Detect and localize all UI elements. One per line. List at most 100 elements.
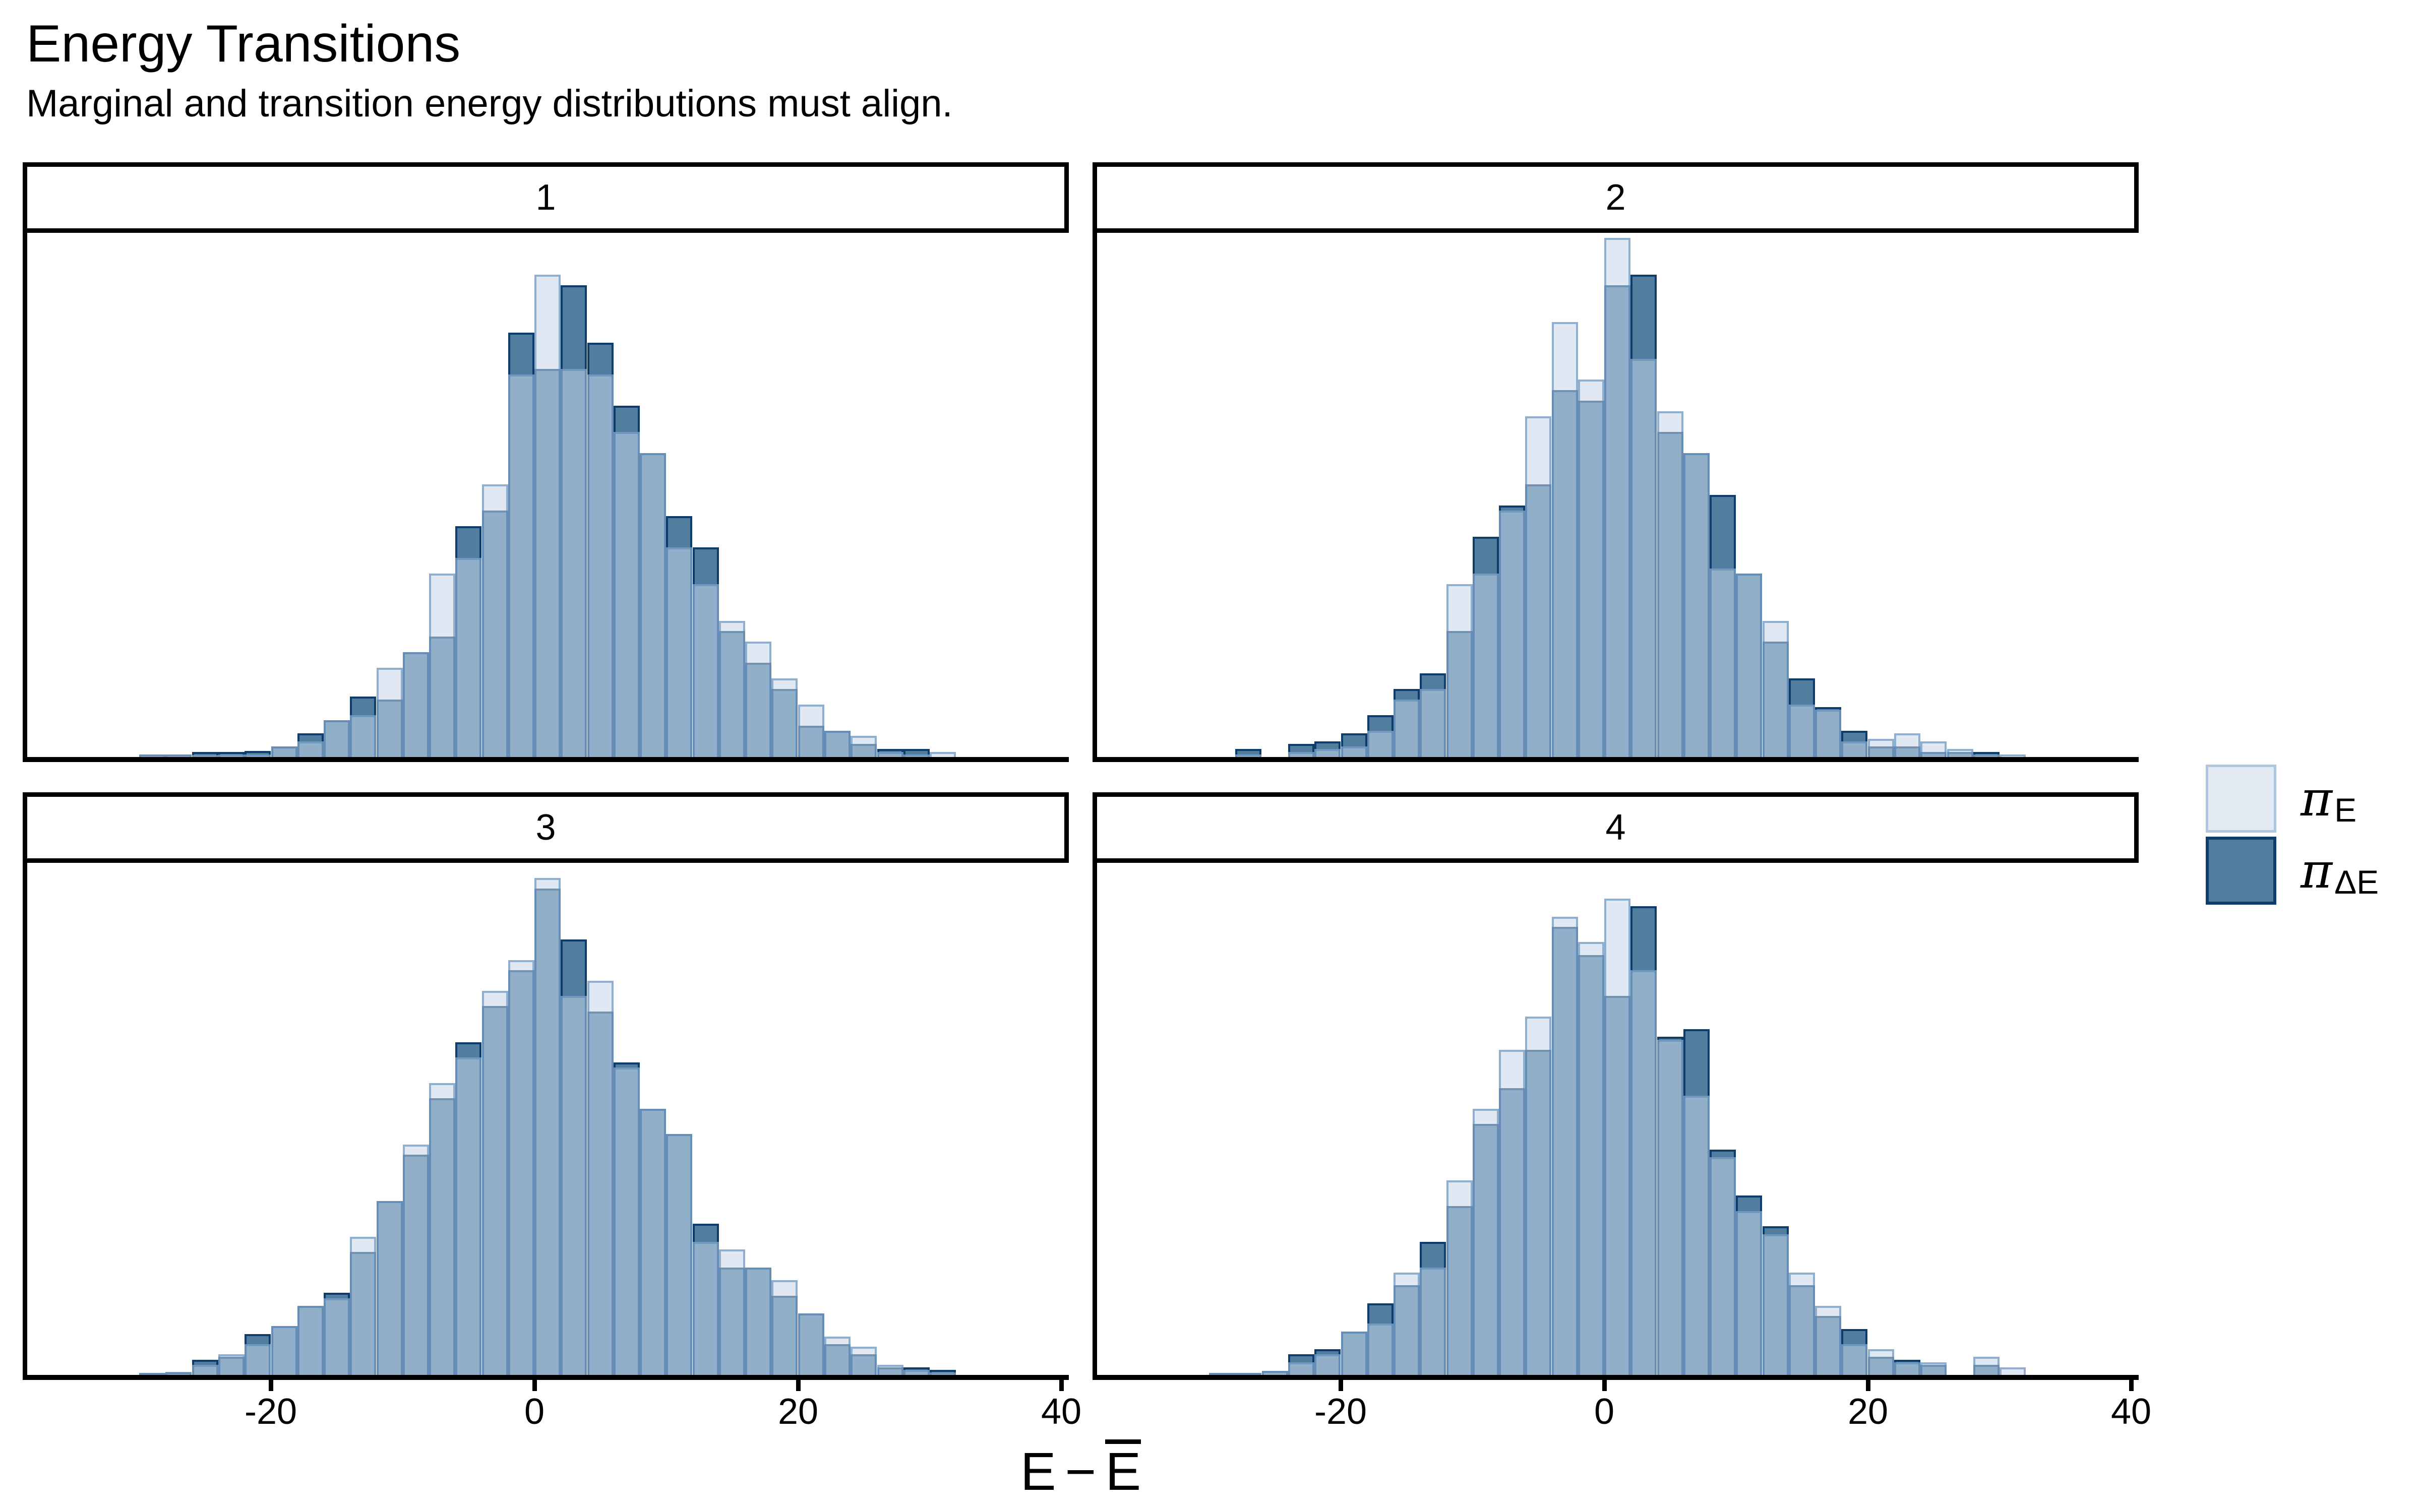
- hist-bar-pi-delta-e: [1973, 751, 2000, 757]
- hist-bar-pi-e: [1868, 738, 1894, 757]
- hist-bar-pi-e: [798, 705, 824, 757]
- hist-bar-pi-e: [165, 1371, 192, 1375]
- legend-item-pi-delta-e: π ΔE: [2206, 837, 2407, 905]
- hist-bar-pi-e: [1235, 754, 1261, 757]
- hist-bar-pi-e: [192, 755, 218, 757]
- plot-area: [27, 233, 1069, 757]
- hist-bar-pi-e: [482, 484, 508, 757]
- hist-bar-pi-e: [798, 1313, 824, 1375]
- x-tick-label: 20: [1847, 1392, 1889, 1432]
- hist-bar-pi-e: [693, 1241, 719, 1375]
- hist-bar-pi-e: [429, 574, 455, 757]
- facet-panel-3: [23, 863, 1069, 1380]
- hist-bar-pi-e: [1446, 1180, 1473, 1375]
- x-axis-title-minus: −: [1065, 1442, 1097, 1501]
- hist-bar-pi-e: [903, 754, 930, 757]
- hist-bar-pi-e: [1973, 1357, 2000, 1375]
- hist-bar-pi-e: [192, 1364, 218, 1375]
- facet-strip-label: 4: [1605, 807, 1626, 848]
- hist-bar-pi-e: [1920, 741, 1947, 757]
- hist-bar-pi-e: [297, 741, 324, 757]
- pi-glyph: π: [2301, 842, 2333, 899]
- hist-bar-pi-e: [1446, 584, 1473, 757]
- hist-bar-pi-e: [271, 746, 297, 757]
- hist-bar-pi-e: [1578, 380, 1604, 757]
- hist-bar-pi-e: [245, 754, 271, 757]
- hist-bar-pi-e: [1394, 699, 1420, 757]
- hist-bar-pi-e: [508, 374, 534, 757]
- hist-bar-pi-e: [2000, 754, 2026, 757]
- hist-bar-pi-e: [482, 991, 508, 1375]
- hist-bar-pi-e: [640, 453, 666, 757]
- hist-bar-pi-e: [218, 754, 245, 757]
- hist-bar-pi-e: [1604, 899, 1630, 1375]
- x-tick-mark: [2129, 1380, 2134, 1391]
- facet-strip-label: 3: [535, 807, 556, 848]
- facet-strip-1: 1: [23, 162, 1069, 233]
- hist-bar-pi-e: [1841, 1344, 1867, 1375]
- x-tick-label: 20: [777, 1392, 819, 1432]
- hist-bar-pi-e: [1420, 688, 1446, 757]
- hist-bar-pi-e: [377, 668, 403, 757]
- x-tick-label: -20: [1314, 1392, 1367, 1432]
- hist-bar-pi-e: [1868, 1349, 1894, 1375]
- facet-panel-2: [1093, 233, 2139, 762]
- hist-bar-pi-e: [403, 1144, 429, 1375]
- hist-bar-pi-e: [877, 751, 903, 757]
- plot-area: [27, 863, 1069, 1375]
- hist-bar-pi-e: [1394, 1272, 1420, 1375]
- hist-bar-pi-e: [719, 620, 745, 757]
- hist-bar-pi-e: [1288, 751, 1314, 757]
- hist-bar-pi-e: [534, 878, 561, 1375]
- plot-area: [1097, 233, 2139, 757]
- hist-bar-pi-e: [1683, 453, 1710, 757]
- x-tick-mark: [1866, 1380, 1870, 1391]
- hist-bar-pi-e: [1657, 411, 1683, 757]
- hist-bar-pi-e: [877, 1364, 903, 1375]
- hist-bar-pi-e: [1341, 1331, 1367, 1375]
- hist-bar-pi-e: [1473, 574, 1499, 757]
- hist-bar-pi-e: [1920, 1362, 1947, 1375]
- facet-strip-2: 2: [1093, 162, 2139, 233]
- x-tick-label: 0: [1594, 1392, 1615, 1432]
- hist-bar-pi-e: [1630, 358, 1657, 757]
- hist-bar-pi-e: [1815, 1305, 1841, 1375]
- hist-bar-pi-e: [851, 1347, 877, 1375]
- hist-bar-pi-e: [1973, 754, 2000, 757]
- hist-bar-pi-e: [1341, 746, 1367, 757]
- hist-bar-pi-e: [1657, 1039, 1683, 1375]
- hist-bar-pi-delta-e: [192, 751, 218, 757]
- x-axis-title: E − E: [23, 1439, 2139, 1502]
- hist-bar-pi-e: [1894, 733, 1920, 757]
- hist-bar-pi-e: [350, 1236, 376, 1375]
- facet-strip-3: 3: [23, 792, 1069, 863]
- hist-bar-pi-e: [218, 1354, 245, 1375]
- hist-bar-pi-e: [377, 1201, 403, 1375]
- hist-bar-pi-e: [1314, 1354, 1341, 1375]
- x-tick-mark: [269, 1380, 273, 1391]
- hist-bar-pi-e: [139, 754, 165, 757]
- x-tick-mark: [796, 1380, 801, 1391]
- hist-bar-pi-e: [693, 584, 719, 757]
- hist-bar-pi-e: [824, 1336, 851, 1375]
- plot-subtitle: Marginal and transition energy distribut…: [26, 82, 953, 125]
- hist-bar-pi-e: [1262, 1370, 1288, 1375]
- hist-bar-pi-e: [1367, 731, 1394, 757]
- hist-bar-pi-e: [1367, 1324, 1394, 1375]
- hist-bar-pi-e: [1525, 1016, 1551, 1375]
- x-tick-label: 40: [1041, 1392, 1082, 1432]
- hist-bar-pi-e: [1763, 1234, 1789, 1375]
- hist-bar-pi-e: [245, 1344, 271, 1375]
- hist-bar-pi-e: [666, 547, 692, 757]
- hist-bar-pi-e: [1525, 416, 1551, 757]
- hist-bar-pi-e: [165, 754, 192, 757]
- legend-label-pi-delta-e: π ΔE: [2301, 837, 2379, 905]
- hist-bar-pi-e: [640, 1108, 666, 1375]
- hist-bar-pi-e: [719, 1249, 745, 1375]
- hist-bar-pi-e: [1314, 749, 1341, 757]
- x-tick-mark: [1339, 1380, 1343, 1391]
- hist-bar-pi-e: [745, 1267, 771, 1375]
- hist-bar-pi-e: [930, 751, 956, 757]
